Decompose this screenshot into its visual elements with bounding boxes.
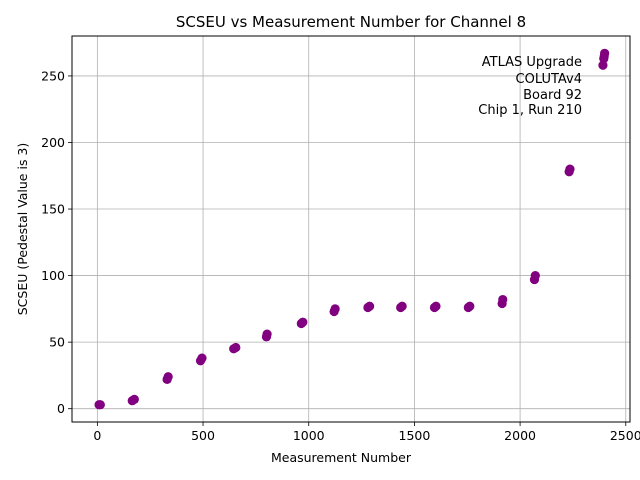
x-tick-label: 2500: [610, 428, 640, 443]
y-tick-label: 250: [41, 68, 65, 83]
data-point: [600, 48, 610, 58]
data-points: [94, 48, 610, 410]
plot-frame: [71, 35, 631, 423]
annotation-line-3: Board 92: [523, 88, 582, 103]
data-point: [163, 372, 173, 382]
y-tick-label: 150: [41, 202, 65, 217]
annotation-line-1: ATLAS Upgrade: [482, 55, 582, 70]
data-point: [465, 301, 475, 311]
data-point: [397, 301, 407, 311]
data-point: [95, 400, 105, 410]
axis-ticks: 0 500 1000 1500 2000 2500 0 50 100 150 200 250: [41, 68, 640, 443]
annotation-box: ATLAS Upgrade COLUTAv4 Board 92 Chip 1, …: [478, 55, 582, 118]
x-tick-label: 500: [191, 428, 215, 443]
data-point: [129, 394, 139, 404]
x-tick-label: 1000: [293, 428, 325, 443]
y-tick-label: 100: [41, 268, 65, 283]
y-axis-label: SCSEU (Pedestal Value is 3): [15, 143, 30, 316]
data-point: [431, 301, 441, 311]
data-point: [565, 164, 575, 174]
data-point: [330, 304, 340, 314]
data-point: [262, 329, 272, 339]
annotation-line-4: Chip 1, Run 210: [478, 103, 582, 118]
y-tick-label: 200: [41, 135, 65, 150]
y-tick-label: 0: [57, 401, 65, 416]
grid: [72, 36, 630, 422]
x-tick-label: 0: [93, 428, 101, 443]
x-tick-label: 1500: [399, 428, 431, 443]
annotation-line-2: COLUTAv4: [516, 72, 582, 87]
chart-title: SCSEU vs Measurement Number for Channel …: [176, 13, 526, 31]
x-tick-label: 2000: [504, 428, 536, 443]
data-point: [231, 342, 241, 353]
x-axis-label: Measurement Number: [271, 450, 412, 465]
data-point: [365, 301, 375, 311]
data-point: [197, 353, 207, 363]
data-point: [530, 270, 540, 281]
data-point: [298, 317, 308, 327]
data-point: [498, 294, 508, 305]
y-tick-label: 50: [49, 335, 65, 350]
